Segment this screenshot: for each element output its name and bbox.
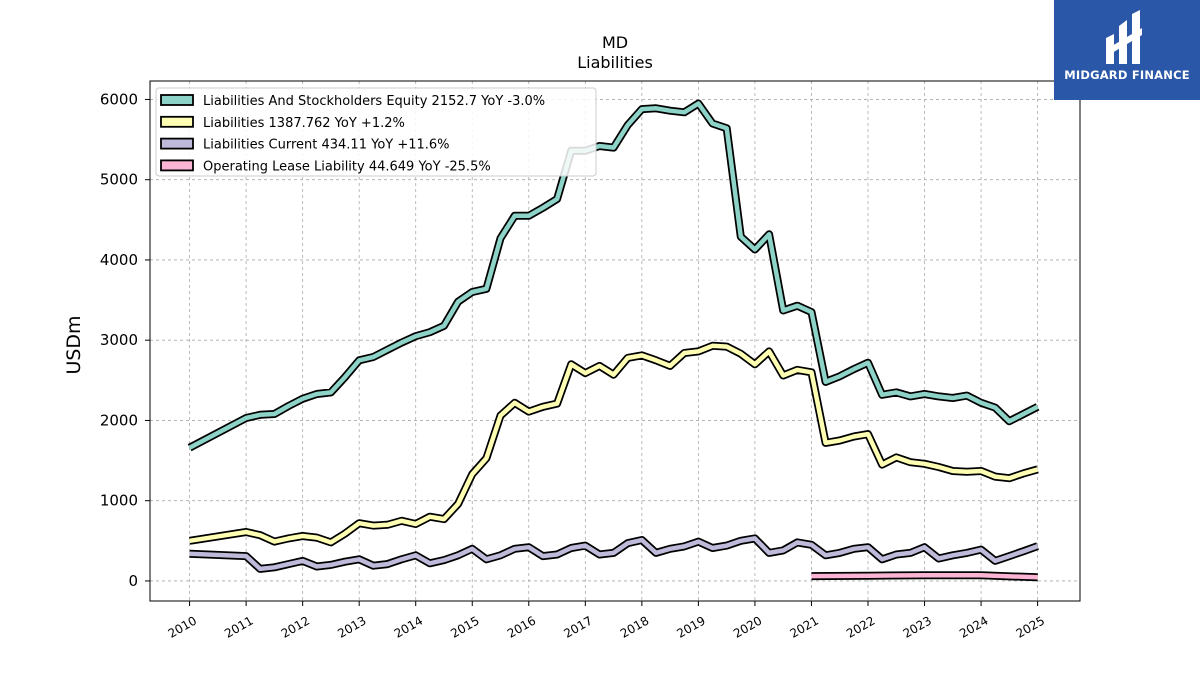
midgard-finance-logo: MIDGARD FINANCE xyxy=(1054,0,1200,100)
x-tick-label: 2019 xyxy=(674,613,707,640)
y-axis-label: USDm xyxy=(63,315,85,374)
logo-text: MIDGARD FINANCE xyxy=(1064,68,1190,82)
x-tick-label: 2021 xyxy=(788,613,821,640)
y-tick-label: 0 xyxy=(128,572,138,590)
y-tick-label: 1000 xyxy=(100,492,138,510)
series-line-liabilities xyxy=(189,343,1039,545)
x-tick-label: 2012 xyxy=(279,613,312,640)
chart-title: MD xyxy=(601,33,629,52)
x-tick-label: 2014 xyxy=(392,613,425,640)
legend-label: Liabilities Current 434.11 YoY +11.6% xyxy=(203,138,450,153)
legend-swatch xyxy=(160,137,194,150)
x-tick-label: 2016 xyxy=(505,613,538,640)
x-tick-label: 2020 xyxy=(731,613,764,640)
x-tick-label: 2024 xyxy=(957,613,990,640)
legend-swatch xyxy=(160,94,194,106)
y-tick-label: 3000 xyxy=(100,331,138,349)
x-axis-ticks: 2010 2011 2012 2013 2014 2015 2016 2017 2018 2019… xyxy=(166,601,1047,641)
legend-label: Liabilities And Stockholders Equity 2152… xyxy=(203,94,545,109)
series-line-liabilities-and-stockholders-equity xyxy=(188,101,1039,450)
legend: Liabilities And Stockholders Equity 2152… xyxy=(155,87,597,177)
series-line-operating-lease-liability xyxy=(811,573,1038,580)
x-tick-label: 2010 xyxy=(166,613,199,640)
y-tick-label: 6000 xyxy=(100,90,138,108)
x-tick-label: 2011 xyxy=(222,613,255,640)
series-lines xyxy=(187,99,1040,582)
plot-frame xyxy=(149,80,1081,602)
x-tick-label: 2022 xyxy=(844,613,877,640)
legend-label: Liabilities 1387.762 YoY +1.2% xyxy=(203,116,405,131)
series-line-liabilities-current xyxy=(189,536,1039,572)
y-tick-label: 2000 xyxy=(100,411,138,429)
x-tick-label: 2025 xyxy=(1014,613,1047,640)
legend-label: Operating Lease Liability 44.649 YoY -25… xyxy=(203,159,491,174)
legend-box xyxy=(155,87,597,177)
grid-lines xyxy=(150,81,1080,601)
y-tick-label: 4000 xyxy=(100,251,138,269)
x-tick-label: 2015 xyxy=(448,613,481,640)
legend-swatch xyxy=(160,159,194,172)
x-tick-label: 2018 xyxy=(618,613,651,640)
chart-subtitle: Liabilities xyxy=(577,53,653,72)
y-axis-ticks: 0 1000 2000 3000 4000 5000 6000 xyxy=(100,90,150,590)
y-tick-label: 5000 xyxy=(100,171,138,189)
x-tick-label: 2017 xyxy=(561,613,594,640)
x-tick-label: 2023 xyxy=(901,613,934,640)
x-tick-label: 2013 xyxy=(335,613,368,640)
midgard-logo-icon xyxy=(1106,10,1142,64)
legend-swatch xyxy=(160,115,194,128)
